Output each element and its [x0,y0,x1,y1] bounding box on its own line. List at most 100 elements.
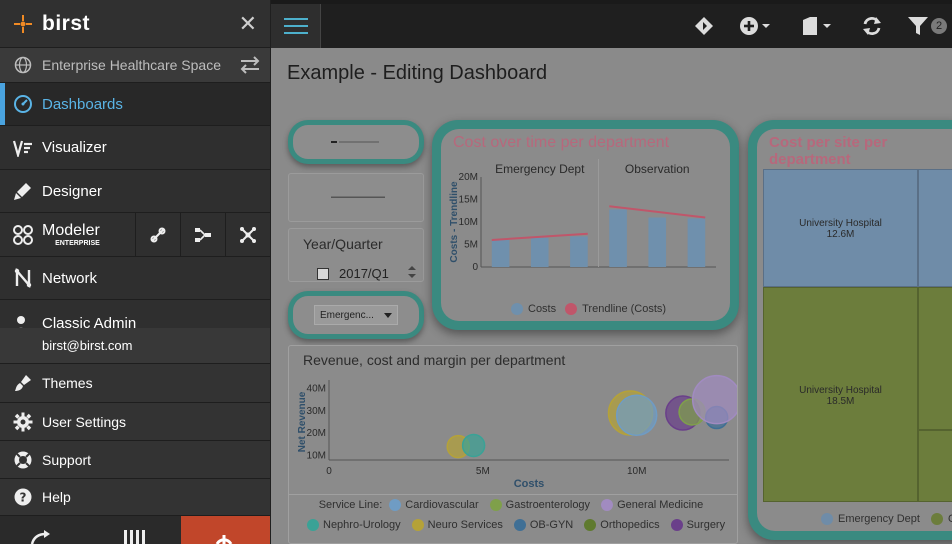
treemap-cell[interactable] [918,287,952,430]
y-tick-label: 20M [307,428,326,439]
bubble-point [691,374,737,425]
treemap-cell[interactable] [918,169,952,287]
sidebar-item-label: Support [42,451,92,468]
grid-view-icon[interactable] [122,528,150,544]
user-email: birst@birst.com [42,338,133,353]
legend-label: Emergency Dept [838,513,920,525]
sidebar-item-label: Themes [42,375,93,391]
treemap-cell[interactable] [763,169,918,287]
legend-swatch [513,519,526,531]
logout-button[interactable] [181,516,270,544]
modeler-connect-button[interactable] [135,213,179,257]
legend-item: Neuro Services [411,519,503,531]
chart-legend: Costs Trendline (Costs) [511,303,666,315]
cost-over-time-panel[interactable]: Cost over time per department 0 5M 10M 15M 2… [432,120,739,330]
refresh-icon[interactable] [861,14,883,38]
swap-icon[interactable] [239,55,261,78]
dashboard-canvas: Example - Editing Dashboard Year/Quarter… [271,48,952,544]
modeler-network-button[interactable] [225,213,269,257]
legend-item: Cardiovascular [389,499,479,511]
filter-label: Year/Quarter [303,236,383,252]
sidebar-item-label: Visualizer [42,139,107,156]
legend-item: Nephro-Urology [307,519,401,531]
sidebar-item-user-settings[interactable]: User Settings [0,403,270,441]
cost-bar [609,209,627,267]
legend-label: Surgery [686,519,726,531]
close-icon[interactable]: ✕ [238,11,257,36]
legend-label: Cardiovascular [405,499,479,511]
filter-icon[interactable]: 2 [907,14,947,38]
legend-label: Gastroenterology [505,499,591,511]
dashboard-icon [12,93,34,115]
legend-costs-swatch [511,303,523,315]
y-tick-label: 15M [459,195,478,206]
widget-placeholder-icon [331,141,379,143]
chart-title: Cost per site per department [769,134,888,168]
power-icon [215,535,233,544]
legend-item: OB-GYN [513,519,573,531]
filter-count-badge: 2 [931,18,947,34]
treemap-cell[interactable] [918,430,952,502]
quarter-checkbox[interactable] [317,268,329,280]
sidebar-item-help[interactable]: ? Help [0,479,270,516]
cost-bar [687,218,706,267]
facet-label: Observation [625,162,690,176]
sidebar-item-themes[interactable]: Themes [0,364,270,403]
bookmark-diamond-icon[interactable] [694,14,714,38]
sidebar-item-network[interactable]: Network [0,257,270,300]
gear-icon [12,411,34,433]
y-tick-label: 10M [307,451,326,462]
x-axis-label: Costs [514,478,545,490]
sidebar-bottom-bar [0,516,270,544]
cell-site: University Hospital [799,218,882,229]
modeler-edition-label: ENTERPRISE [55,239,100,247]
modeler-flow-button[interactable] [180,213,224,257]
legend-swatch [670,519,683,531]
sidebar-item-modeler[interactable]: Modeler ENTERPRISE [0,213,270,257]
cost-per-site-panel[interactable]: Cost per site per department University … [748,120,952,540]
sidebar-item-dashboards[interactable]: Dashboards [0,83,270,126]
add-menu-icon[interactable] [739,14,773,38]
visualizer-icon [12,137,34,159]
department-dropdown[interactable]: Emergenc... [314,305,398,325]
export-icon[interactable] [30,530,52,544]
legend-item: Orthopedics [584,519,660,531]
sidebar-item-label: Help [42,489,71,505]
legend-item: General Medicine [601,499,703,511]
bubble-legend-row-1: Service Line: Cardiovascular Gastroenterol… [289,499,739,511]
globe-icon [12,54,34,76]
bubble-point [615,394,658,437]
space-selector[interactable]: Enterprise Healthcare Space [0,48,270,83]
image-widget[interactable] [288,173,424,222]
text-widget [293,125,419,159]
department-filter: Emergenc... [293,296,419,334]
hamburger-menu-icon[interactable] [271,4,321,48]
sidebar-item-support[interactable]: Support [0,441,270,479]
sidebar-item-label: Dashboards [42,95,123,113]
page-title: Example - Editing Dashboard [287,62,548,84]
facet-label: Emergency Dept [495,162,585,176]
modeler-icon [12,224,34,246]
text-widget-frame[interactable] [288,120,424,164]
cell-site: University Hospital [799,385,882,396]
x-tick-label: 0 [326,466,332,477]
treemap-cell-label: University Hospital 18.5M [763,385,918,407]
y-tick-label: 5M [464,240,478,251]
sidebar-item-designer[interactable]: Designer [0,170,270,213]
sidebar-item-visualizer[interactable]: Visualizer [0,126,270,170]
designer-icon [12,180,34,202]
sidebar-item-label: Classic Admin [42,315,137,332]
trendline [491,232,588,241]
cost-bar [570,236,588,267]
year-quarter-filter[interactable]: Year/Quarter 2017/Q1 [288,228,424,282]
sidebar-header: birst ✕ [0,0,270,48]
y-axis-label: Net Revenue [297,391,308,452]
page-menu-icon[interactable] [801,14,833,38]
legend-divider [289,494,737,495]
app-logo-text: birst [42,11,91,35]
stepper-arrows-icon[interactable] [407,265,417,284]
revenue-cost-margin-panel[interactable]: Revenue, cost and margin per department … [288,345,738,544]
user-email-row: birst@birst.com [0,328,270,364]
treemap-cell[interactable] [763,287,918,502]
dropdown-value: Emergenc... [320,309,374,321]
